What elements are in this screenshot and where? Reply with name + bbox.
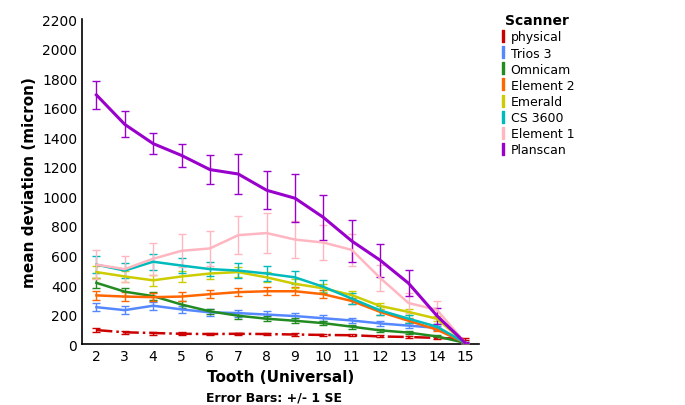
Text: Error Bars: +/- 1 SE: Error Bars: +/- 1 SE — [206, 391, 342, 404]
Y-axis label: mean deviation (micron): mean deviation (micron) — [21, 77, 36, 288]
X-axis label: Tooth (Universal): Tooth (Universal) — [208, 369, 354, 384]
Legend: physical, Trios 3, Omnicam, Element 2, Emerald, CS 3600, Element 1, Planscan: physical, Trios 3, Omnicam, Element 2, E… — [499, 14, 574, 157]
